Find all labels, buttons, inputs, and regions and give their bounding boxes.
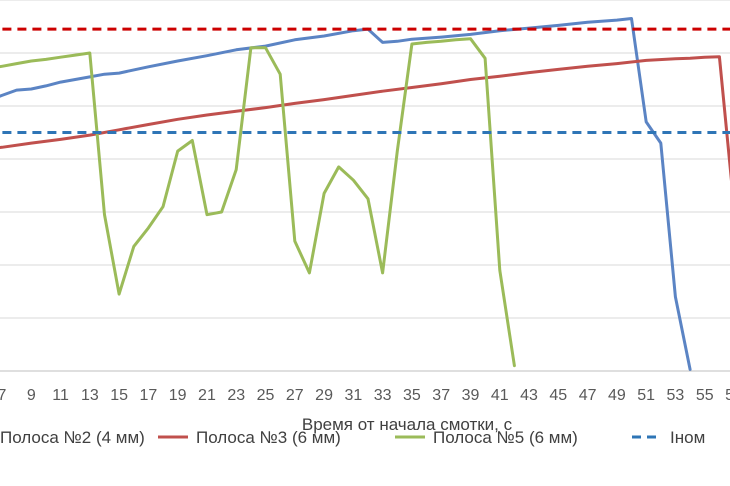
legend-item: Полоса №3 (6 мм): [158, 428, 341, 447]
x-tick-label: 31: [344, 387, 362, 404]
x-tick-label: 47: [579, 387, 597, 404]
x-tick-label: 25: [257, 387, 275, 404]
x-tick-label: 19: [169, 387, 187, 404]
legend-item: Полоса №5 (6 мм): [395, 428, 578, 447]
legend-item: Iном: [632, 428, 705, 447]
x-tick-label: 57: [725, 387, 730, 404]
legend-item: Полоса №2 (4 мм): [0, 428, 145, 447]
x-tick-label: 53: [667, 387, 685, 404]
x-tick-label: 23: [227, 387, 245, 404]
x-tick-label: 37: [432, 387, 450, 404]
x-tick-labels: 7 9 11 13 15 17 19 21 23 25 27 29 31 33 35 37 39 41 43 45 47…: [0, 387, 730, 404]
legend-label: Полоса №5 (6 мм): [433, 428, 578, 447]
x-tick-label: 9: [27, 387, 36, 404]
x-tick-label: 21: [198, 387, 216, 404]
x-tick-label: 35: [403, 387, 421, 404]
grid-layer: [0, 0, 730, 372]
legend-label: Iном: [670, 428, 705, 447]
legend-label: Полоса №2 (4 мм): [0, 428, 145, 447]
x-axis-title: Время от начала смотки, с: [302, 415, 513, 434]
x-tick-label: 49: [608, 387, 626, 404]
series-line-1: [0, 17, 692, 371]
x-tick-label: 13: [81, 387, 99, 404]
x-tick-label: 7: [0, 387, 7, 404]
x-tick-label: 45: [549, 387, 567, 404]
series-line-3: [0, 37, 516, 368]
x-tick-label: 33: [374, 387, 392, 404]
x-tick-label: 41: [491, 387, 509, 404]
legend-label: Полоса №3 (6 мм): [196, 428, 341, 447]
x-tick-label: 29: [315, 387, 333, 404]
x-tick-label: 55: [696, 387, 714, 404]
x-tick-label: 43: [520, 387, 538, 404]
x-tick-label: 27: [286, 387, 304, 404]
x-tick-label: 15: [110, 387, 128, 404]
x-tick-label: 51: [637, 387, 655, 404]
series-layer: [0, 17, 730, 371]
x-tick-label: 11: [52, 387, 69, 404]
x-tick-label: 39: [462, 387, 480, 404]
legend: Полоса №2 (4 мм) Полоса №3 (6 мм) Полоса №…: [0, 428, 705, 447]
x-tick-label: 17: [140, 387, 158, 404]
